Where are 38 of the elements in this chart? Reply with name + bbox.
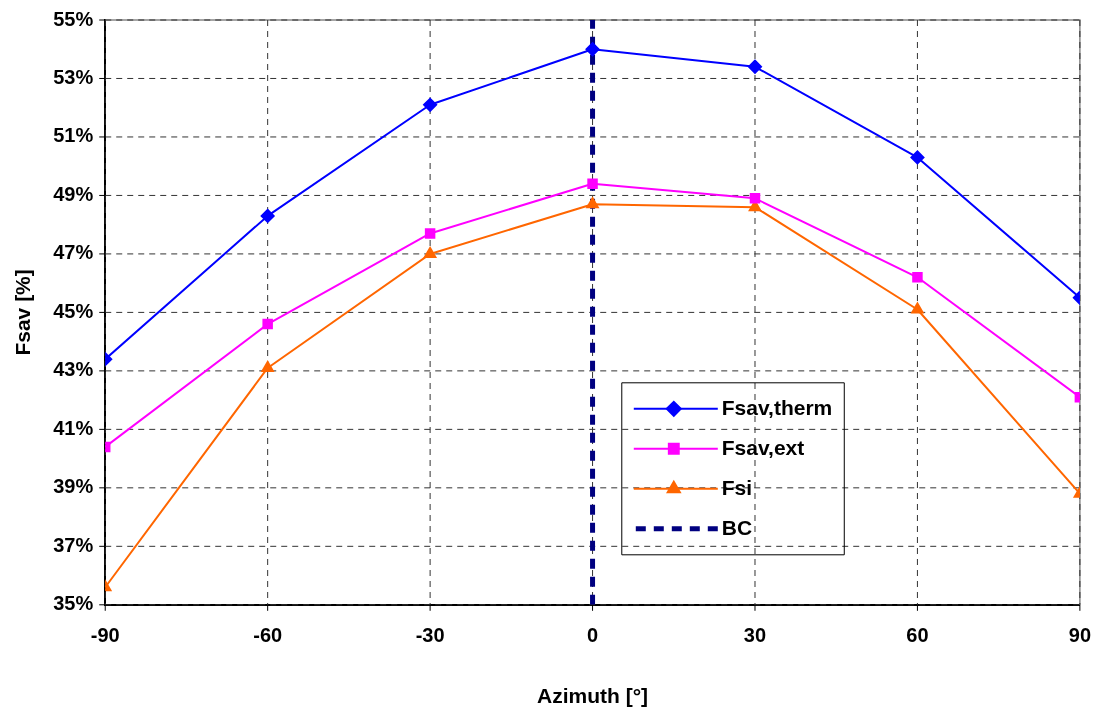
- point: [911, 302, 924, 314]
- y-tick-label: 53%: [53, 66, 94, 88]
- x-tick-label: 90: [1068, 624, 1091, 647]
- y-tick-label: 49%: [53, 182, 94, 205]
- point: [912, 272, 923, 283]
- point: [747, 59, 762, 74]
- y-tick-label: 35%: [53, 592, 94, 615]
- point: [260, 208, 275, 223]
- y-tick-label: 45%: [53, 299, 94, 322]
- x-tick-label: -30: [415, 624, 445, 647]
- legend-label: Fsav,ext: [721, 435, 805, 459]
- legend-label: Fsav,therm: [721, 395, 833, 419]
- x-tick-label: 60: [906, 624, 929, 647]
- x-tick-label: 30: [743, 624, 767, 647]
- y-tick-label: 39%: [53, 475, 94, 498]
- point: [910, 150, 925, 165]
- point: [261, 360, 274, 372]
- x-tick-label: -60: [253, 624, 283, 647]
- point: [749, 193, 761, 204]
- y-tick-label: 37%: [53, 533, 94, 556]
- point: [585, 42, 600, 57]
- y-tick-label: 41%: [53, 416, 94, 439]
- y-tick-label: 47%: [53, 241, 94, 264]
- legend-label: Fsi: [721, 475, 753, 499]
- y-tick-label: 51%: [53, 124, 94, 147]
- x-axis-title: Azimuth [°]: [537, 684, 649, 708]
- point: [587, 178, 598, 189]
- legend-label: BC: [721, 515, 753, 539]
- x-tick-label: -90: [90, 624, 120, 647]
- point: [423, 246, 437, 258]
- point: [262, 318, 273, 330]
- y-tick-label: 43%: [53, 358, 94, 381]
- point: [423, 97, 438, 112]
- y-axis-title: Fsav [%]: [11, 269, 35, 356]
- y-tick-label: 55%: [53, 7, 94, 30]
- point: [586, 197, 599, 209]
- point: [424, 228, 436, 239]
- x-tick-label: 0: [586, 624, 599, 647]
